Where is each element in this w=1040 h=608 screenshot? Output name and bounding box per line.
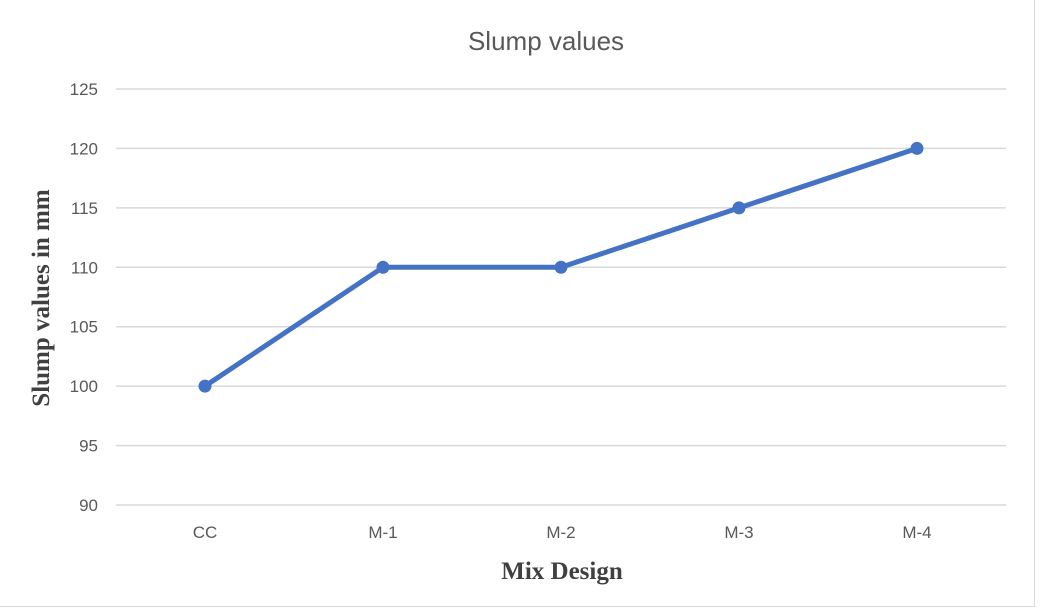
y-axis-ticks: 90 95 100 105 110 115 120 125 bbox=[70, 80, 98, 515]
data-point bbox=[376, 260, 390, 274]
chart-title: Slump values bbox=[468, 26, 624, 56]
y-tick-label: 90 bbox=[79, 496, 98, 515]
y-tick-label: 120 bbox=[70, 139, 98, 158]
x-axis-ticks: CC M-1 M-2 M-3 M-4 bbox=[193, 523, 932, 542]
y-tick-label: 95 bbox=[79, 437, 98, 456]
data-point bbox=[198, 379, 212, 393]
y-tick-label: 110 bbox=[71, 258, 98, 277]
x-tick-label: M-4 bbox=[902, 523, 931, 542]
y-tick-label: 125 bbox=[70, 80, 98, 99]
data-point bbox=[910, 141, 924, 155]
series-layer bbox=[198, 141, 924, 393]
y-tick-label: 100 bbox=[70, 377, 98, 396]
x-axis-title: Mix Design bbox=[501, 558, 623, 585]
gridlines bbox=[116, 88, 1006, 506]
x-tick-label: M-3 bbox=[724, 523, 753, 542]
y-axis-title: Slump values in mm bbox=[28, 189, 55, 407]
data-point bbox=[732, 201, 746, 215]
x-tick-label: CC bbox=[193, 523, 218, 542]
x-tick-label: M-2 bbox=[546, 523, 575, 542]
x-tick-label: M-1 bbox=[368, 523, 397, 542]
y-tick-label: 105 bbox=[70, 318, 98, 337]
data-point bbox=[554, 260, 568, 274]
y-tick-label: 115 bbox=[71, 199, 98, 218]
